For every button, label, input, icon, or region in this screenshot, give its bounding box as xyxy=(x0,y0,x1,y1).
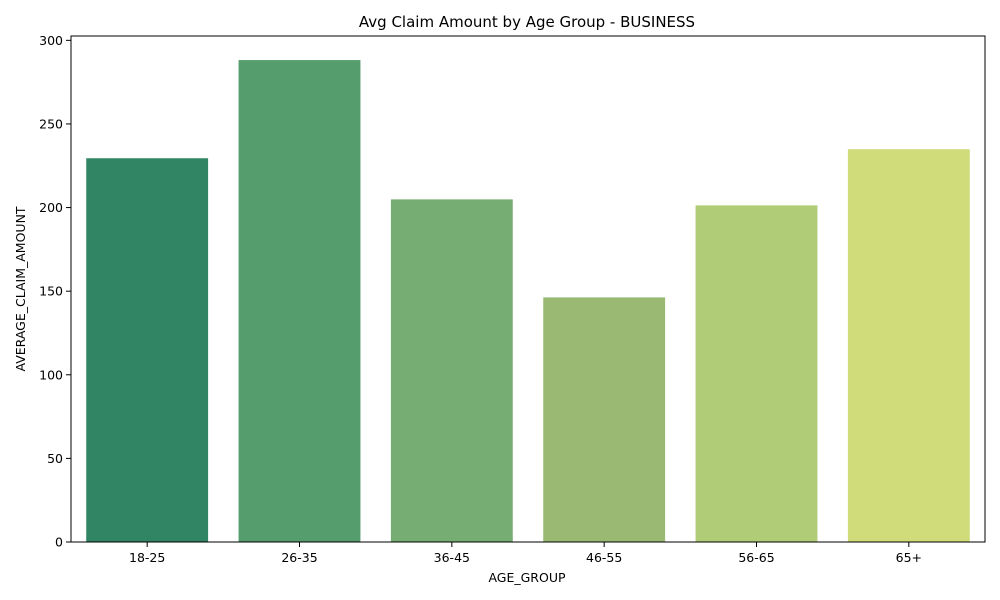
x-tick-label: 36-45 xyxy=(434,550,470,565)
bar-65+ xyxy=(847,149,970,542)
y-tick-label: 50 xyxy=(47,451,63,466)
bar-36-45 xyxy=(390,199,513,542)
chart-title: Avg Claim Amount by Age Group - BUSINESS xyxy=(359,13,695,31)
x-tick-label: 18-25 xyxy=(129,550,165,565)
y-tick-label: 250 xyxy=(39,116,63,131)
x-axis-label: AGE_GROUP xyxy=(488,570,566,585)
bar-26-35 xyxy=(238,60,361,542)
y-tick-label: 0 xyxy=(55,535,63,550)
bar-56-65 xyxy=(695,205,818,542)
bar-46-55 xyxy=(543,297,666,542)
x-tick-label: 56-65 xyxy=(738,550,774,565)
bars-group xyxy=(86,60,970,542)
y-axis-label: AVERAGE_CLAIM_AMOUNT xyxy=(13,206,28,371)
y-tick-label: 150 xyxy=(39,284,63,299)
bar-18-25 xyxy=(86,158,209,542)
plot-frame xyxy=(70,35,986,543)
y-axis: 0 50 100 150 200 250 300 xyxy=(39,33,71,550)
x-tick-label: 46-55 xyxy=(586,550,622,565)
y-tick-label: 300 xyxy=(39,33,63,48)
x-tick-label: 26-35 xyxy=(281,550,317,565)
x-tick-label: 65+ xyxy=(896,550,922,565)
x-axis: 18-25 26-35 36-45 46-55 56-65 65+ xyxy=(129,542,922,565)
y-tick-label: 200 xyxy=(39,200,63,215)
y-tick-label: 100 xyxy=(39,367,63,382)
